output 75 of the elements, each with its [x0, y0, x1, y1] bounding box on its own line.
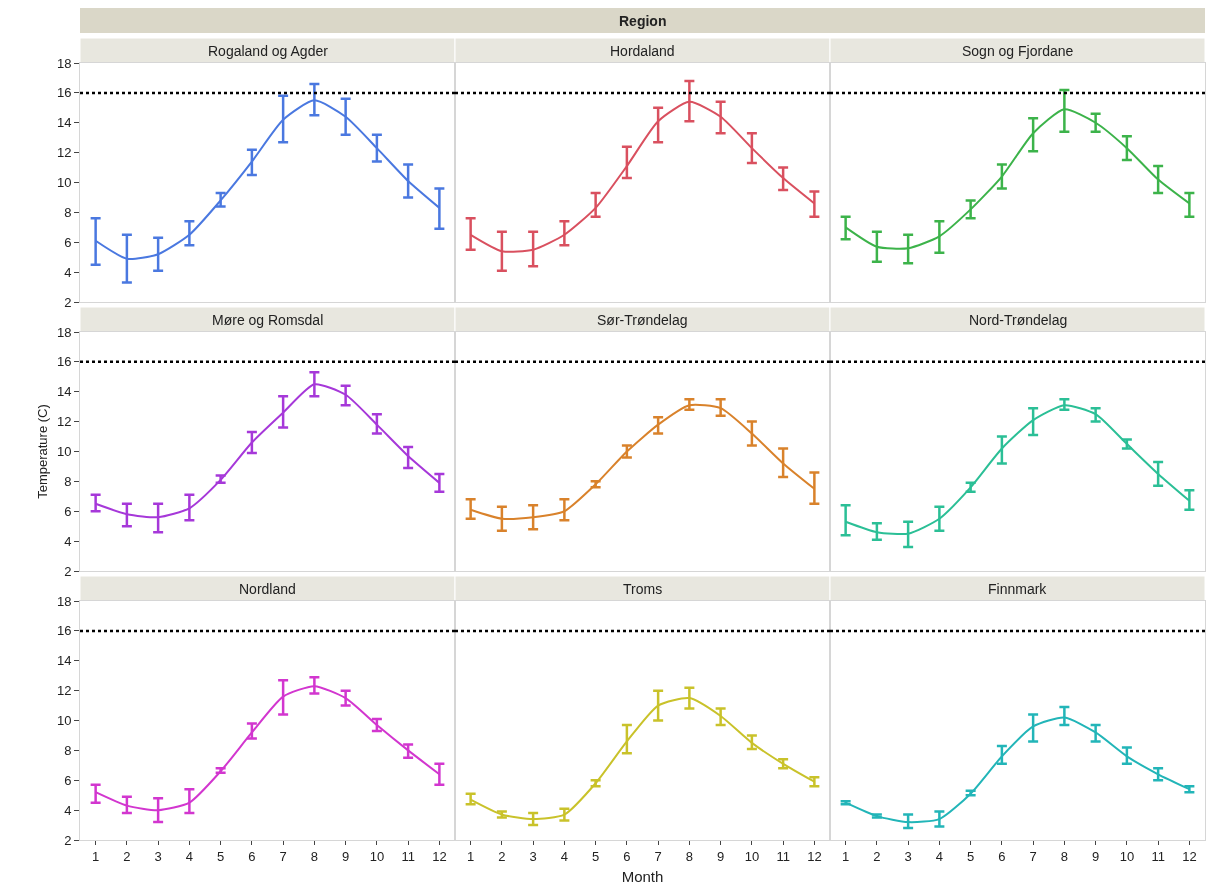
x-tick-label: 5 — [592, 848, 600, 864]
y-tick-label: 6 — [64, 772, 72, 788]
y-tick-label: 10 — [56, 713, 72, 729]
x-tick-label: 4 — [185, 848, 193, 864]
y-tick-label: 2 — [64, 294, 72, 310]
x-tick-label: 6 — [623, 848, 631, 864]
y-tick-label: 10 — [56, 444, 72, 460]
y-tick-label: 18 — [56, 324, 72, 340]
y-axis-title: Temperature (C) — [34, 404, 50, 499]
x-axis-title: Month — [621, 867, 664, 885]
x-tick-label: 7 — [1029, 848, 1037, 864]
x-tick-label: 2 — [873, 848, 881, 864]
x-tick-label: 1 — [92, 848, 100, 864]
x-tick-label: 3 — [904, 848, 912, 864]
x-tick-label: 12 — [1182, 848, 1197, 864]
y-tick-label: 8 — [64, 742, 72, 758]
x-tick-label: 7 — [279, 848, 287, 864]
x-tick-label: 2 — [498, 848, 506, 864]
y-tick-label: 10 — [56, 175, 72, 191]
x-tick-label: 8 — [1060, 848, 1068, 864]
y-tick-label: 16 — [56, 354, 72, 370]
x-tick-label: 3 — [154, 848, 162, 864]
x-tick-label: 11 — [401, 848, 415, 864]
x-tick-label: 2 — [123, 848, 131, 864]
x-tick-label: 5 — [217, 848, 225, 864]
x-tick-label: 12 — [807, 848, 822, 864]
x-tick-label: 6 — [248, 848, 256, 864]
y-tick-label: 18 — [56, 55, 72, 71]
x-tick-label: 4 — [935, 848, 943, 864]
y-tick-label: 18 — [56, 593, 72, 609]
x-tick-label: 8 — [310, 848, 318, 864]
y-tick-label: 4 — [64, 802, 72, 818]
y-tick-label: 14 — [56, 653, 72, 669]
chart-title: Nordland — [239, 581, 296, 597]
y-tick-label: 8 — [64, 204, 72, 220]
chart-title: Hordaland — [610, 43, 675, 59]
y-tick-label: 12 — [56, 683, 72, 699]
x-tick-label: 12 — [432, 848, 447, 864]
y-tick-label: 14 — [56, 384, 72, 400]
x-tick-label: 7 — [654, 848, 662, 864]
x-tick-label: 9 — [342, 848, 350, 864]
x-tick-label: 11 — [1151, 848, 1165, 864]
x-tick-label: 4 — [560, 848, 568, 864]
y-tick-label: 6 — [64, 503, 72, 519]
x-tick-label: 9 — [717, 848, 725, 864]
x-tick-label: 3 — [529, 848, 537, 864]
chart-title: Nord-Trøndelag — [969, 312, 1068, 328]
x-tick-label: 10 — [1119, 848, 1135, 864]
x-tick-label: 1 — [842, 848, 850, 864]
y-tick-label: 4 — [64, 533, 72, 549]
chart-title: Troms — [623, 581, 663, 597]
x-tick-label: 8 — [685, 848, 693, 864]
x-tick-label: 10 — [744, 848, 760, 864]
x-tick-label: 9 — [1092, 848, 1100, 864]
text: Region — [619, 13, 667, 29]
x-tick-label: 5 — [967, 848, 975, 864]
chart-title: Sør-Trøndelag — [597, 312, 688, 328]
y-tick-label: 16 — [56, 623, 72, 639]
x-tick-label: 6 — [998, 848, 1006, 864]
y-tick-label: 2 — [64, 832, 72, 848]
chart-title: Finnmark — [988, 581, 1048, 597]
y-tick-label: 2 — [64, 563, 72, 579]
y-tick-label: 12 — [56, 414, 72, 430]
chart-title: Rogaland og Agder — [208, 43, 329, 59]
y-tick-label: 6 — [64, 234, 72, 250]
y-tick-label: 4 — [64, 264, 72, 280]
x-tick-label: 1 — [467, 848, 475, 864]
x-tick-label: 10 — [369, 848, 385, 864]
y-tick-label: 12 — [56, 145, 72, 161]
y-tick-label: 16 — [56, 85, 72, 101]
x-tick-label: 11 — [776, 848, 790, 864]
chart-title: Sogn og Fjordane — [962, 43, 1074, 59]
y-tick-label: 8 — [64, 473, 72, 489]
y-tick-label: 14 — [56, 115, 72, 131]
chart-title: Møre og Romsdal — [212, 312, 324, 328]
